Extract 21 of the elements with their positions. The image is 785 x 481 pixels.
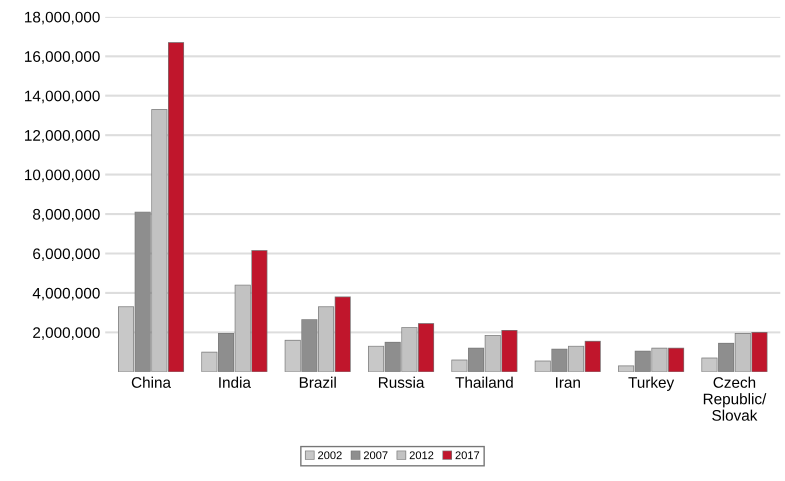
x-tick-label: Iran (556, 377, 580, 388)
x-tick-label: India (219, 376, 251, 388)
y-tick-label: 16,000,000 (25, 51, 100, 64)
y-tick-label: 12,000,000 (25, 130, 100, 143)
y-tick-label: 6,000,000 (33, 248, 100, 261)
y-tick-label: 4,000,000 (32, 288, 100, 300)
y-tick-label: 2,000,000 (33, 327, 100, 340)
x-tick-label: Russia (378, 376, 424, 388)
x-tick-label: Czech Republic/ Slovak (704, 376, 766, 421)
legend-label: 2017 (456, 451, 480, 460)
x-tick-label: Brazil (300, 376, 336, 388)
legend-label: 2007 (364, 451, 388, 460)
y-tick-label: 18,000,000 (25, 12, 100, 24)
x-tick-label: China (132, 376, 171, 388)
legend-label: 2002 (318, 451, 342, 460)
y-tick-label: 8,000,000 (33, 208, 100, 222)
y-tick-label: 14,000,000 (25, 90, 100, 104)
y-tick-label: 10,000,000 (25, 169, 100, 182)
x-tick-label: Turkey (628, 376, 674, 391)
legend-label: 2012 (410, 451, 434, 460)
x-tick-label: Thailand (455, 376, 513, 388)
